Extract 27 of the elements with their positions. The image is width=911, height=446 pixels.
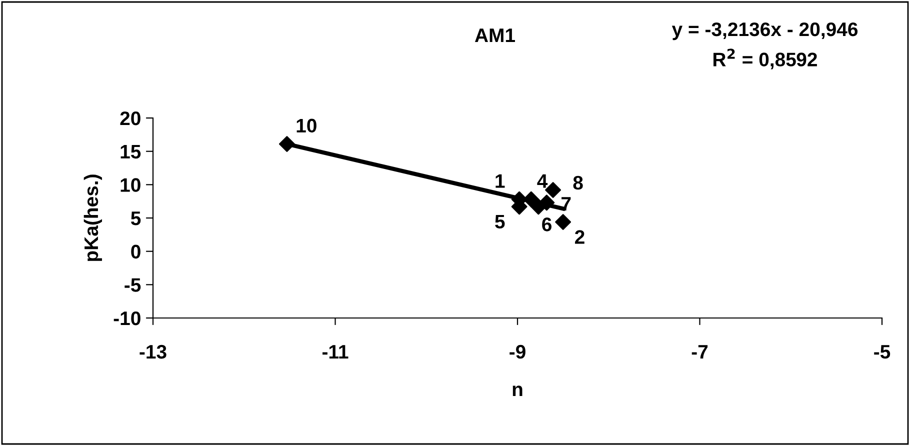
point [555,214,572,230]
y-tick-label: 10 [120,178,140,192]
annotation: 2 [574,230,584,244]
x-axis-title: n [512,386,522,396]
annotation: 8 [573,176,583,190]
y-tick-label: 15 [120,145,141,159]
y-tick-label: 20 [120,111,140,126]
y-tick-label: -10 [114,311,140,326]
point [538,194,555,211]
x-tick-label: -11 [322,345,348,358]
x-tick-label: -13 [140,344,166,359]
text: R$^{2}$ = 0,8592 [714,48,817,70]
point [278,136,295,152]
x-tick-label: -7 [692,345,708,358]
annotation: 1 [496,174,505,188]
annotation: 6 [542,218,552,232]
text: y = -3,2136x - 20,946 [672,22,858,40]
x-tick-label: -9 [510,344,526,359]
annotation: 5 [495,214,505,229]
x-tick-label: -5 [874,345,890,359]
annotation: 10 [296,118,316,133]
y-tick-label: 0 [131,244,140,259]
chart-title: AM1 [474,28,515,42]
y-axis-title: pKa(hes.) [84,174,102,262]
y-tick-label: 5 [130,212,141,226]
y-tick-label: -5 [124,278,141,292]
annotation: 4 [537,174,548,188]
